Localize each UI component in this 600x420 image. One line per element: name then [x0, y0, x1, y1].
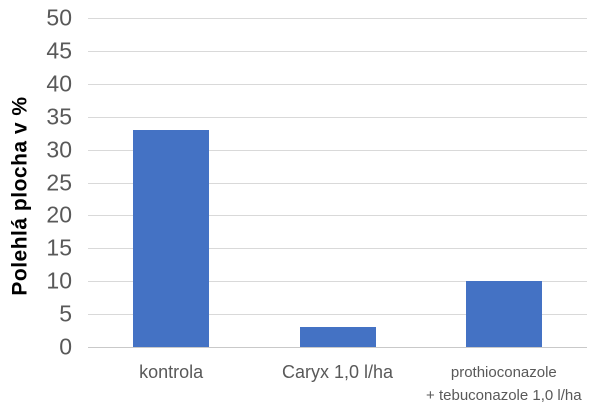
y-tick-label: 10 [46, 267, 72, 294]
bar-2 [465, 281, 542, 347]
plot-area [88, 18, 587, 347]
y-tick-label: 35 [46, 103, 72, 130]
y-tick-label: 20 [46, 201, 72, 228]
gridline [88, 215, 587, 217]
y-tick-label: 30 [46, 136, 72, 163]
gridline [88, 182, 587, 184]
x-category-label-1: Caryx 1,0 l/ha [281, 362, 394, 382]
gridline [88, 149, 587, 151]
y-tick-label: 5 [59, 300, 72, 327]
x-category-label-0: kontrola [139, 362, 204, 382]
y-tick-label: 15 [46, 234, 72, 261]
y-tick-label: 0 [59, 333, 72, 360]
y-tick-label: 50 [46, 4, 72, 31]
x-axis-line [88, 347, 587, 348]
gridline [88, 248, 587, 250]
gridline [88, 314, 587, 316]
y-tick-label: 45 [46, 37, 72, 64]
x-category-label-2: prothioconazole + tebuconazole 1,0 l/ha [426, 364, 582, 404]
gridline [88, 281, 587, 283]
gridline [88, 83, 587, 85]
gridline [88, 50, 587, 52]
bar-1 [299, 327, 376, 347]
bar-0 [133, 129, 210, 347]
y-tick-label: 40 [46, 70, 72, 97]
gridline [88, 116, 587, 118]
gridline [88, 18, 587, 19]
y-tick-label: 25 [46, 169, 72, 195]
